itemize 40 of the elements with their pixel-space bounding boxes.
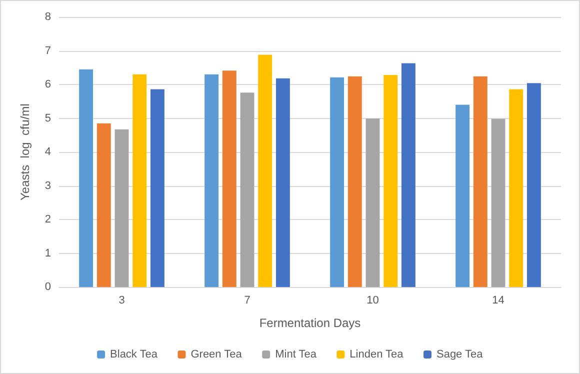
bar — [96, 123, 111, 287]
bar — [330, 77, 344, 287]
bar — [240, 92, 254, 287]
legend-label: Black Tea — [110, 348, 158, 360]
y-tick-label: 1 — [44, 247, 51, 260]
y-tick-label: 6 — [44, 78, 51, 90]
legend-label: Mint Tea — [275, 348, 318, 360]
bar — [401, 63, 416, 287]
bar — [276, 78, 290, 287]
bar — [114, 129, 129, 287]
x-tick-label: 3 — [118, 294, 125, 306]
y-tick-label: 5 — [44, 112, 51, 124]
y-tick-label: 0 — [44, 281, 51, 293]
bar — [473, 76, 488, 287]
bar — [366, 118, 380, 287]
bar — [384, 75, 398, 287]
legend-label: Green Tea — [190, 348, 243, 360]
x-axis-title: Fermentation Days — [259, 316, 361, 330]
y-tick-label: 3 — [44, 180, 51, 192]
legend-label: Sage Tea — [436, 348, 484, 360]
legend-label: Linden Tea — [350, 348, 404, 360]
y-tick-label: 2 — [44, 214, 51, 226]
bar — [204, 74, 219, 287]
y-tick-label: 8 — [44, 11, 51, 23]
y-axis-title: Yeasts log cfu/ml — [18, 104, 32, 200]
bar — [150, 89, 164, 287]
bar — [526, 83, 541, 287]
x-tick-label: 14 — [492, 294, 504, 306]
bar — [258, 54, 272, 287]
y-tick-label: 7 — [44, 44, 51, 57]
x-tick-label: 10 — [366, 294, 379, 306]
y-tick-label: 4 — [44, 146, 51, 158]
x-tick-label: 7 — [244, 294, 250, 306]
bar — [132, 74, 147, 287]
bar — [348, 76, 362, 287]
bar — [79, 69, 94, 287]
bar — [491, 118, 506, 287]
bar — [456, 104, 470, 287]
bar — [222, 70, 236, 287]
bar — [509, 89, 524, 287]
